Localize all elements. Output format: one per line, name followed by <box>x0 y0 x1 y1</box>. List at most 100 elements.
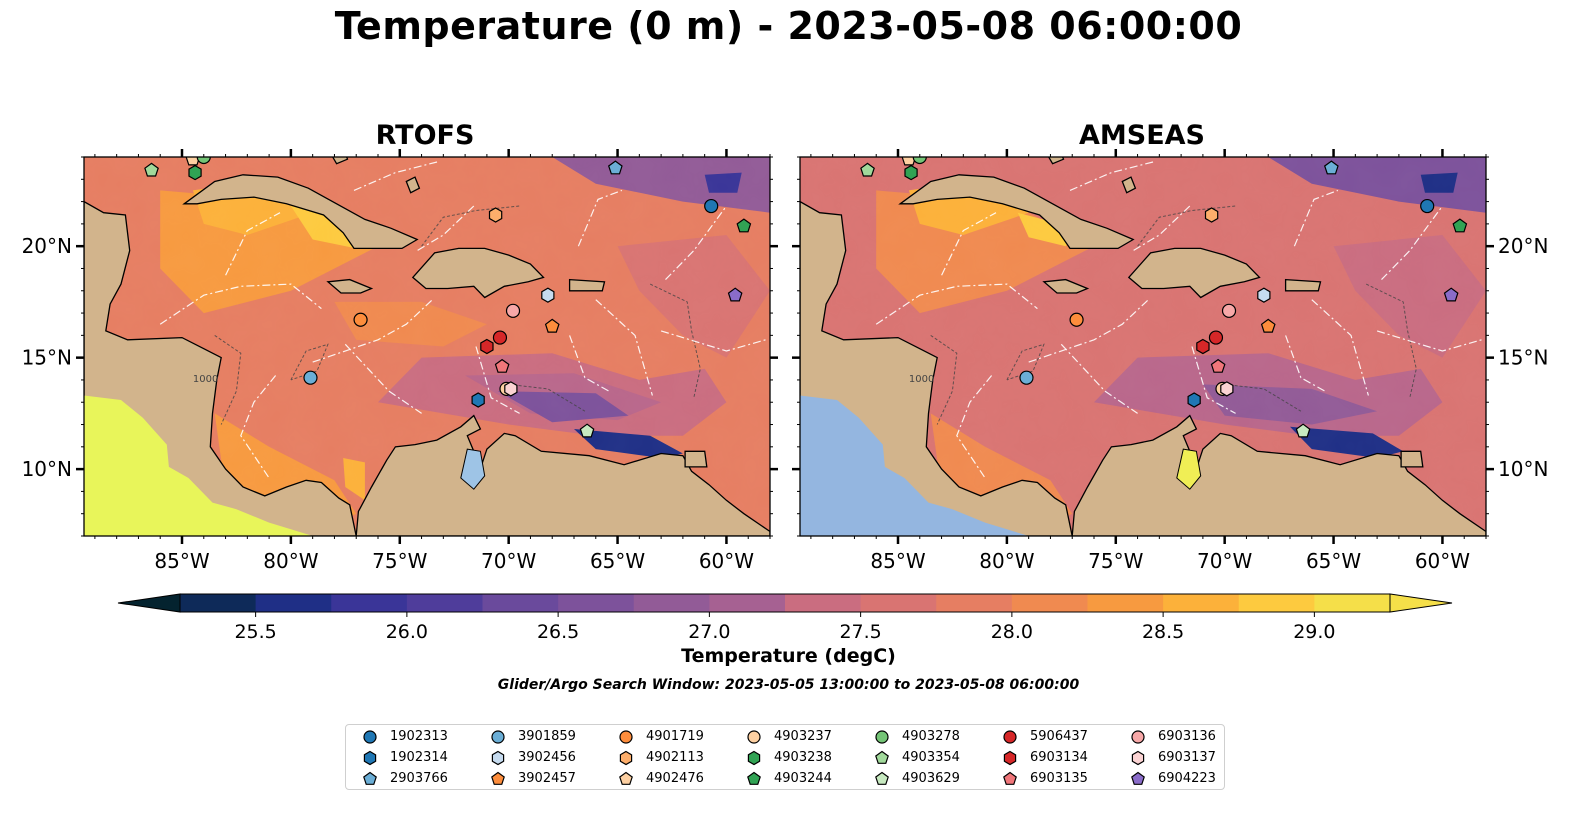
lon-tick-label: 80°W <box>979 549 1034 573</box>
float-marker-1902314 <box>471 392 485 408</box>
legend-label: 4902113 <box>646 750 704 765</box>
eez-boundary <box>159 283 322 325</box>
eez-boundary <box>956 375 993 479</box>
legend-label: 2903766 <box>390 771 448 786</box>
search-window-text: Glider/Argo Search Window: 2023-05-05 13… <box>497 677 1080 693</box>
float-marker-1902314 <box>1187 392 1201 408</box>
land-southAmerica <box>1071 414 1486 536</box>
colorbar-bin <box>180 594 257 612</box>
colorbar-bin <box>1011 594 1088 612</box>
float-marker-6904223 <box>1443 287 1459 302</box>
eez-boundary <box>344 343 422 414</box>
lon-tick-label: 70°W <box>481 549 536 573</box>
legend-label: 6904223 <box>1158 771 1216 786</box>
float-marker-6904223 <box>727 287 743 302</box>
map-panel-rtofs: 1000 <box>84 157 770 536</box>
eez-boundary <box>577 189 623 247</box>
eez-boundary <box>225 212 281 276</box>
bathymetry-contour <box>649 283 701 398</box>
colorbar-frame <box>179 593 1391 613</box>
colorbar-bin <box>558 594 635 612</box>
legend-marker-icon <box>1131 750 1145 766</box>
colorbar-extend-high <box>1389 593 1453 613</box>
land-bahamas1 <box>331 157 349 165</box>
figure-title: Temperature (0 m) - 2023-05-08 06:00:00 <box>334 4 1243 48</box>
eez-boundary <box>475 346 520 414</box>
legend-marker-icon <box>747 730 761 744</box>
bathymetry-contour <box>290 343 329 381</box>
legend-marker-6903137 <box>1131 750 1145 766</box>
float-marker-4903244 <box>1452 218 1468 233</box>
lon-tick-label: 60°W <box>1415 549 1470 573</box>
legend-label: 4903237 <box>774 729 832 744</box>
eez-boundary <box>1293 189 1339 247</box>
land-southAmerica <box>355 414 770 536</box>
float-marker-4903278 <box>912 157 927 165</box>
legend-marker-icon <box>875 771 889 785</box>
lat-tick-label: 20°N <box>1498 234 1548 258</box>
colorbar-tick-label: 26.0 <box>386 621 428 643</box>
land-cuba <box>182 174 419 250</box>
legend-label: 4903278 <box>902 729 960 744</box>
float-marker-4903354 <box>860 162 875 177</box>
legend-marker-icon <box>363 730 377 744</box>
float-marker-4903278 <box>196 157 211 165</box>
float-marker-3902456 <box>1257 287 1271 303</box>
lon-tick-label: 75°W <box>1088 549 1143 573</box>
colorbar-bin <box>255 594 332 612</box>
eez-boundary <box>1191 346 1236 414</box>
colorbar-bin <box>633 594 710 612</box>
eez-boundary <box>660 330 766 352</box>
legend-marker-3902457 <box>491 771 505 785</box>
panel-title-amseas: AMSEAS <box>1079 120 1205 151</box>
contour-label: 1000 <box>909 374 934 385</box>
colorbar-bin <box>860 594 937 612</box>
legend-label: 1902313 <box>390 729 448 744</box>
map-frame <box>83 156 771 537</box>
legend-marker-4901719 <box>619 730 633 744</box>
float-marker-6903136 <box>505 303 521 318</box>
land-puertoRico <box>1284 278 1322 292</box>
eez-boundary <box>1311 299 1369 396</box>
land-hispaniola <box>411 247 545 299</box>
legend-marker-4902113 <box>619 750 633 766</box>
float-marker-3902456 <box>541 287 555 303</box>
float-marker-2903766 <box>1323 160 1339 175</box>
legend-label: 1902314 <box>390 750 448 765</box>
float-marker-5906437 <box>1208 330 1224 345</box>
legend-label: 5906437 <box>1030 729 1088 744</box>
float-marker-1902313 <box>704 198 719 214</box>
legend-label: 4902476 <box>646 771 704 786</box>
legend-marker-6904223 <box>1131 771 1145 785</box>
colorbar-bin <box>1163 594 1240 612</box>
float-marker-2903766 <box>607 160 623 175</box>
float-marker-4903244 <box>736 218 752 233</box>
bathymetry-contour <box>214 334 242 425</box>
colorbar-tick-label: 28.5 <box>1142 621 1184 643</box>
legend-marker-icon <box>1003 750 1017 766</box>
legend-marker-icon <box>363 750 377 766</box>
float-marker-6903134 <box>480 338 494 355</box>
legend-label: 4903354 <box>902 750 960 765</box>
legend-marker-3902456 <box>491 750 505 766</box>
legend-marker-icon <box>491 771 505 785</box>
float-marker-6903136 <box>1221 303 1237 318</box>
lake-maracaibo <box>1176 448 1202 490</box>
legend-marker-icon <box>1131 771 1145 785</box>
eez-boundary <box>941 212 997 276</box>
float-marker-3902457 <box>1260 318 1276 333</box>
float-marker-4901719 <box>353 312 368 327</box>
lon-tick-label: 65°W <box>590 549 645 573</box>
eez-boundary <box>1285 335 1326 392</box>
float-marker-4903629 <box>579 423 595 438</box>
float-marker-6903137 <box>1220 381 1234 397</box>
land-trinidad <box>684 450 708 468</box>
float-marker-5906437 <box>492 330 508 345</box>
legend-marker-icon <box>1131 730 1145 744</box>
legend-marker-4903278 <box>875 730 889 744</box>
float-marker-4902476 <box>185 157 201 166</box>
float-marker-6903135 <box>494 358 510 373</box>
eez-boundary <box>1060 343 1138 414</box>
float-marker-4901719 <box>1069 312 1084 327</box>
